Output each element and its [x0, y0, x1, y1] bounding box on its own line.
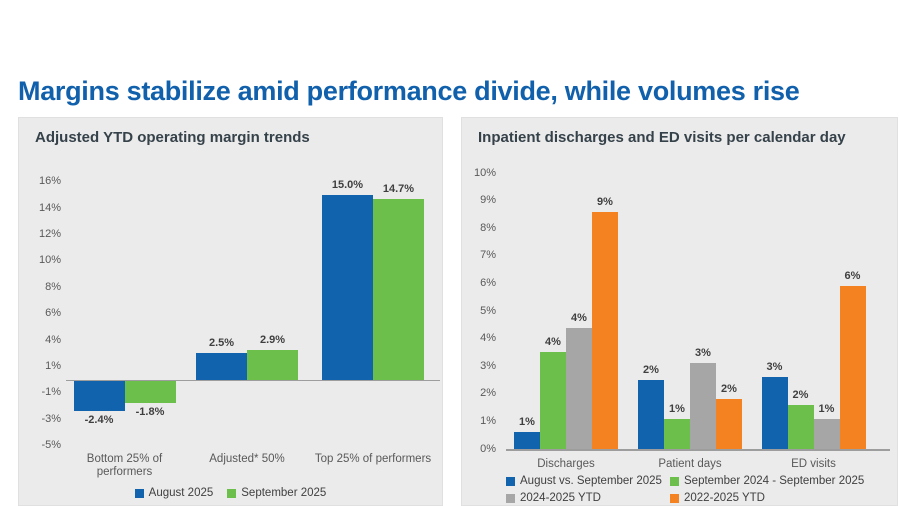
bar: [124, 379, 176, 404]
bar-value-label: 4%: [571, 311, 587, 324]
right-chart-plot: 10% 9% 8% 7% 6% 5% 4% 3% 2% 1% 0% 1% 2% 3% 4% 1% 2% 4% 3% 1…: [462, 118, 897, 505]
bar-value-label: 6%: [844, 270, 861, 283]
legend-item: August 2025: [134, 487, 214, 499]
bar-value-label: 1%: [818, 402, 835, 415]
y-axis-tick-label: 16%: [38, 175, 61, 188]
y-axis-tick-label: 0%: [480, 442, 496, 455]
y-axis-tick-label: -1%: [41, 386, 61, 399]
legend-item: 2024-2025 YTD: [506, 492, 670, 504]
bar: [638, 380, 664, 449]
bar: [839, 286, 866, 449]
bar: [247, 349, 298, 380]
legend: August 2025 September 2025: [19, 487, 442, 499]
y-axis-tick-label: 4%: [480, 332, 496, 345]
y-axis-tick-label: 6%: [480, 276, 496, 289]
bar-value-label: 14.7%: [382, 182, 415, 195]
category-label: Top 25% of performers: [314, 453, 432, 465]
bar: [592, 211, 618, 449]
legend-label: September 2025: [241, 487, 327, 499]
bar: [761, 377, 788, 449]
bar: [196, 353, 247, 380]
y-axis-tick-label: 8%: [45, 280, 61, 293]
right-chart-panel: Inpatient discharges and ED visits per c…: [461, 117, 898, 506]
legend-swatch: [134, 488, 144, 498]
category-label: Discharges: [537, 458, 595, 470]
bar: [813, 418, 840, 449]
bar-value-label: 2.5%: [208, 337, 235, 350]
legend-item: September 2024 - September 2025: [670, 475, 864, 487]
bar: [716, 399, 742, 449]
y-axis-tick-label: 3%: [480, 359, 496, 372]
bar: [514, 432, 540, 449]
y-axis-tick-label: -5%: [41, 439, 61, 452]
legend-label: August 2025: [148, 487, 214, 499]
bar-value-label: 4%: [545, 336, 561, 349]
y-axis-tick-label: 5%: [480, 304, 496, 317]
right-chart-title: Inpatient discharges and ED visits per c…: [478, 129, 846, 146]
y-axis-tick-label: 14%: [38, 201, 61, 214]
left-chart-plot: 16% 14% 12% 10% 8% 6% 4% 1% -1% -3% -5% -2.4% 2.5% 15…: [19, 118, 442, 505]
category-label: Bottom 25% of performers: [86, 453, 163, 478]
legend-item: August vs. September 2025: [506, 475, 670, 487]
bar-value-label: 2%: [721, 383, 737, 396]
bar-value-label: 9%: [597, 195, 613, 208]
zero-baseline: [506, 449, 890, 451]
legend-swatch: [227, 488, 237, 498]
y-axis-tick-label: -3%: [41, 412, 61, 425]
bar-value-label: 15.0%: [331, 178, 364, 191]
bar: [373, 198, 424, 380]
y-axis-tick-label: 8%: [480, 221, 496, 234]
left-chart-panel: Adjusted YTD operating margin trends 16%…: [18, 117, 443, 506]
bar-value-label: 1%: [669, 402, 685, 415]
y-axis-tick-label: 10%: [38, 254, 61, 267]
y-axis-tick-label: 1%: [45, 360, 61, 372]
bar-value-label: 2%: [643, 364, 659, 376]
bar: [664, 418, 690, 449]
legend-item: 2022-2025 YTD: [670, 492, 864, 504]
legend-swatch: [670, 493, 679, 503]
legend-item: September 2025: [227, 487, 326, 499]
bar: [690, 363, 716, 449]
y-axis-tick-label: 7%: [480, 249, 496, 262]
legend-label: September 2024 - September 2025: [684, 475, 865, 487]
zero-baseline: [66, 379, 440, 382]
bar: [787, 404, 814, 449]
y-axis-tick-label: 2%: [480, 387, 496, 400]
y-axis-tick-label: 4%: [45, 333, 61, 346]
bar-value-label: 2%: [792, 388, 809, 401]
bar-value-label: 2.9%: [259, 333, 286, 346]
bar-value-label: 3%: [695, 347, 711, 360]
bar-value-label: -1.8%: [135, 406, 165, 419]
legend-label: 2022-2025 YTD: [684, 492, 765, 504]
legend-label: 2024-2025 YTD: [520, 492, 601, 504]
legend-swatch: [506, 493, 515, 503]
y-axis-tick-label: 6%: [45, 307, 61, 320]
bar-value-label: 1%: [519, 416, 535, 429]
bar: [73, 379, 125, 412]
bar: [566, 327, 592, 449]
legend-label: August vs. September 2025: [520, 475, 662, 487]
legend-swatch: [670, 476, 679, 486]
y-axis-tick-label: 9%: [480, 194, 496, 207]
left-chart-title: Adjusted YTD operating margin trends: [35, 129, 310, 146]
legend-swatch: [506, 476, 515, 486]
category-label: ED visits: [791, 458, 836, 470]
bar: [540, 352, 566, 449]
y-axis-tick-label: 10%: [473, 166, 496, 179]
category-label: Adjusted* 50%: [209, 453, 285, 465]
main-title: Margins stabilize amid performance divid…: [18, 76, 800, 106]
y-axis-tick-label: 12%: [38, 228, 61, 240]
bar-value-label: -2.4%: [84, 414, 114, 427]
legend: August vs. September 2025 September 2024 …: [506, 475, 864, 504]
category-label: Patient days: [658, 458, 722, 470]
bar-value-label: 3%: [766, 361, 783, 374]
bar: [322, 194, 373, 380]
y-axis-tick-label: 1%: [480, 414, 496, 427]
